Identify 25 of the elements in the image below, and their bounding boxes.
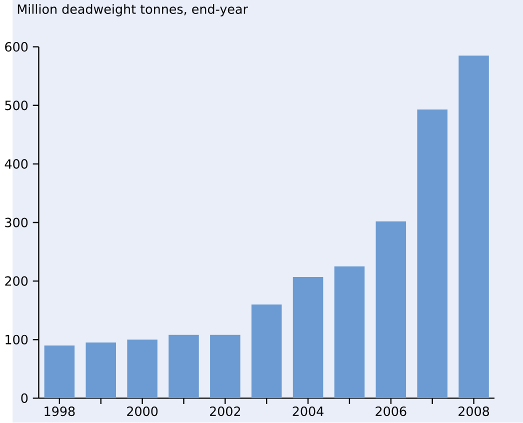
x-tick-label: 2008 [458, 406, 490, 416]
bar [458, 56, 489, 398]
bar [210, 335, 240, 398]
x-tick-label: 2000 [127, 406, 158, 416]
bar [86, 342, 116, 398]
y-axis-title: Million deadweight tonnes, end-year [18, 4, 248, 17]
y-tick-label: 0 [21, 394, 28, 404]
bar [44, 346, 75, 398]
y-tick-label: 100 [6, 335, 28, 345]
bar [251, 304, 282, 398]
x-tick-label: 2004 [292, 406, 324, 416]
bar [376, 222, 406, 398]
x-tick-label: 1998 [44, 406, 75, 416]
y-tick-label: 600 [5, 42, 28, 52]
y-tick-label: 400 [4, 159, 28, 169]
y-tick-label: 300 [5, 218, 28, 228]
bar [292, 277, 324, 398]
bar [168, 335, 199, 398]
bar [334, 266, 365, 398]
x-tick-label: 2002 [210, 406, 240, 416]
y-tick-label: 500 [5, 100, 28, 110]
y-tick-label: 200 [5, 276, 28, 286]
bar [417, 110, 448, 398]
x-tick-label: 2006 [376, 406, 406, 416]
bar [127, 340, 158, 398]
